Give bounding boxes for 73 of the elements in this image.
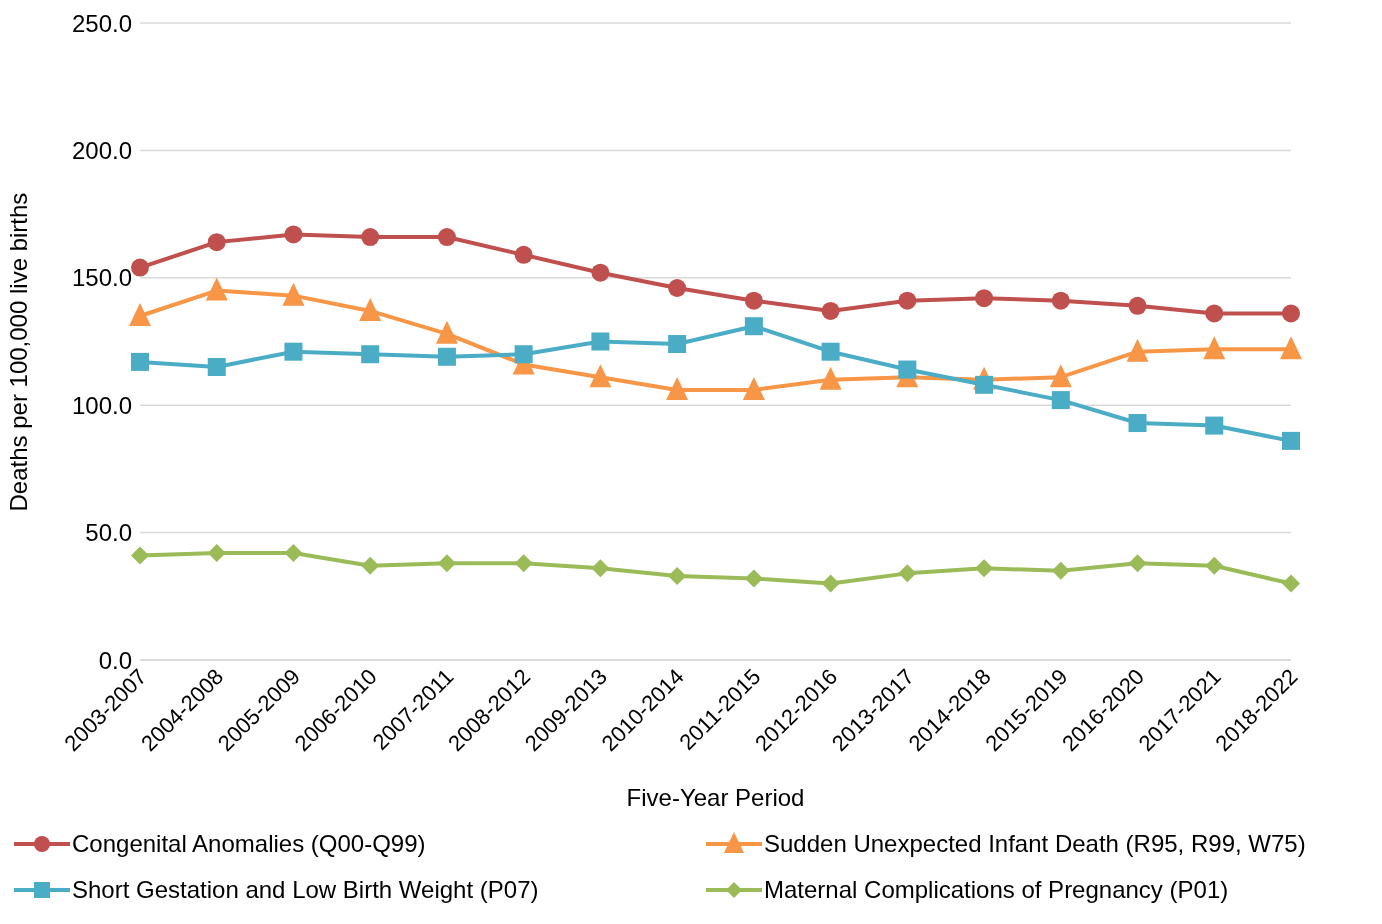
point — [744, 569, 763, 588]
point — [1051, 561, 1070, 580]
point — [744, 291, 763, 310]
point — [284, 543, 303, 562]
point — [129, 303, 151, 327]
point — [207, 543, 226, 562]
point — [284, 342, 303, 361]
legend-label: Sudden Unexpected Infant Death (R95, R99, W75) — [764, 830, 1306, 858]
y-tick-label: 100.0 — [71, 391, 132, 419]
point — [668, 335, 687, 354]
point — [1205, 556, 1224, 575]
point — [1128, 414, 1147, 433]
point — [514, 245, 533, 264]
point — [1282, 431, 1300, 450]
y-tick-label: 250.0 — [71, 9, 132, 37]
point — [668, 278, 687, 297]
y-tick-label: 0.0 — [98, 646, 132, 674]
point — [205, 277, 228, 301]
point — [1051, 391, 1070, 410]
point — [361, 228, 380, 247]
point — [821, 301, 840, 320]
point — [1205, 416, 1224, 435]
point — [207, 233, 226, 252]
point — [898, 360, 917, 379]
point — [284, 225, 303, 244]
legend-label: Congenital Anomalies (Q00-Q99) — [72, 830, 426, 858]
point — [1203, 336, 1226, 360]
x-axis-title: Five-Year Period — [626, 784, 805, 811]
point — [437, 347, 456, 366]
point — [668, 566, 687, 585]
point — [821, 574, 840, 593]
y-tick-label: 200.0 — [71, 136, 132, 164]
point — [591, 559, 610, 578]
point — [975, 289, 994, 308]
point — [1051, 291, 1070, 310]
point — [975, 559, 994, 578]
point — [131, 546, 149, 565]
legend-label: Maternal Complications of Pregnancy (P01) — [764, 876, 1229, 904]
point — [744, 317, 763, 336]
point — [514, 554, 533, 573]
y-tick-label: 50.0 — [85, 519, 132, 547]
y-tick-label: 150.0 — [71, 264, 132, 292]
point — [742, 376, 765, 400]
point — [1049, 364, 1072, 388]
point — [589, 364, 612, 388]
point — [975, 375, 994, 394]
point — [666, 376, 689, 400]
point — [361, 345, 380, 364]
point — [437, 228, 456, 247]
point — [819, 366, 842, 390]
legend-label: Short Gestation and Low Birth Weight (P07) — [72, 876, 539, 904]
point — [898, 291, 917, 310]
point — [1205, 304, 1224, 323]
point — [435, 320, 458, 344]
point — [207, 357, 226, 376]
point — [131, 258, 149, 277]
point — [514, 345, 533, 364]
point — [359, 297, 382, 321]
point — [1282, 574, 1300, 593]
point — [1282, 304, 1300, 323]
point — [821, 342, 840, 361]
point — [1280, 336, 1302, 360]
y-axis-title: Deaths per 100,000 live births — [4, 192, 32, 512]
point — [1128, 296, 1147, 315]
point — [361, 556, 380, 575]
point — [591, 263, 610, 282]
point — [1128, 554, 1147, 573]
point — [437, 554, 456, 573]
point — [131, 352, 149, 371]
point — [282, 282, 305, 306]
point — [591, 332, 610, 351]
point — [898, 564, 917, 583]
point — [1126, 338, 1149, 362]
